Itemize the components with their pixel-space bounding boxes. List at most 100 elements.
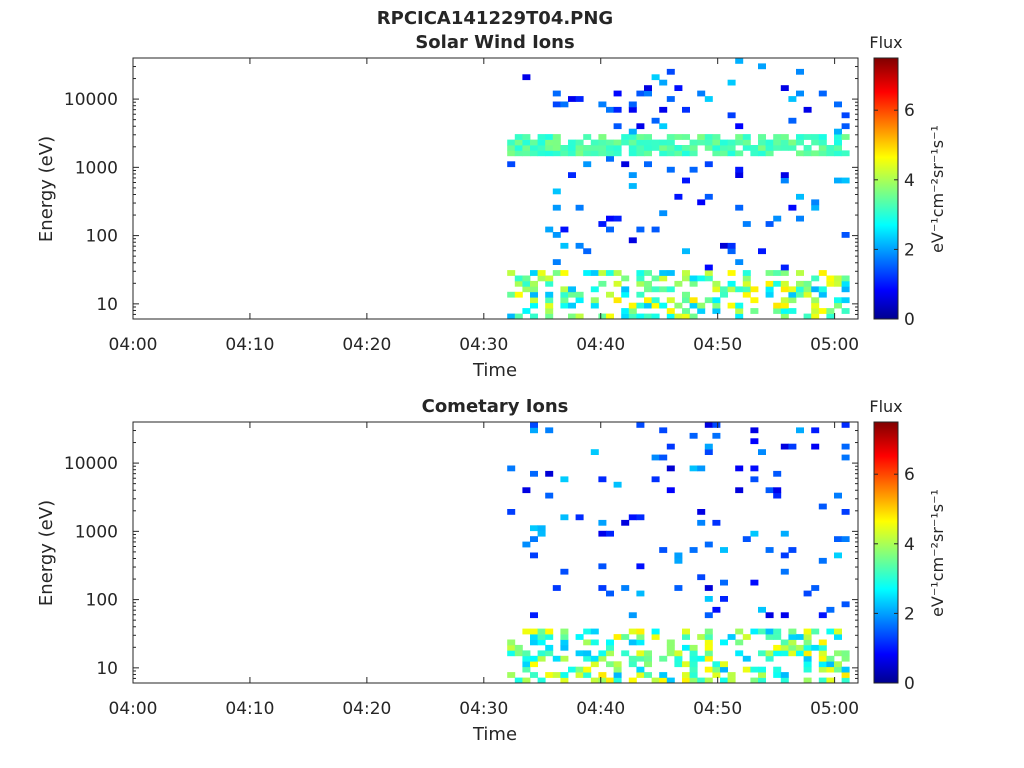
spectrogram-cell — [720, 666, 728, 673]
spectrogram-cell — [826, 145, 835, 151]
spectrogram-cell — [811, 204, 820, 211]
x-tick-label: 04:40 — [576, 699, 625, 719]
spectrogram-cell — [834, 177, 842, 184]
spectrogram-cell — [682, 248, 690, 255]
spectrogram-cell — [811, 199, 820, 206]
spectrogram-cell — [530, 291, 538, 298]
spectrogram-cell — [583, 134, 592, 140]
spectrogram-cell — [773, 634, 782, 640]
spectrogram-cell — [818, 308, 827, 314]
spectrogram-cell — [537, 639, 546, 646]
spectrogram-cell — [666, 68, 675, 75]
spectrogram-cell — [689, 145, 698, 151]
spectrogram-cell — [636, 150, 645, 157]
spectrogram-cell — [545, 280, 554, 287]
spectrogram-cell — [750, 438, 759, 445]
spectrogram-cell — [773, 628, 782, 635]
spectrogram-cell — [773, 672, 782, 678]
y-axis: 10 100 1000 10000 — [64, 421, 858, 684]
spectrogram-cell — [537, 275, 546, 282]
spectrogram-cell — [765, 280, 774, 287]
spectrogram-cell — [537, 134, 546, 140]
spectrogram-cell — [780, 139, 789, 146]
spectrogram-cell — [811, 275, 820, 282]
spectrogram-cell — [560, 655, 569, 662]
spectrogram-cell — [720, 677, 728, 684]
spectrogram-cell — [742, 655, 751, 662]
spectrogram-cell — [568, 150, 576, 157]
x-axis: 04:00 04:10 04:20 04:30 04:40 04:50 05:00 — [109, 58, 859, 355]
spectrogram-cell — [750, 677, 759, 684]
spectrogram-cell — [621, 519, 630, 526]
spectrogram-cell — [560, 644, 569, 651]
spectrogram-cell — [628, 237, 637, 244]
spectrogram-cell — [530, 525, 538, 532]
spectrogram-cell — [545, 297, 554, 304]
spectrogram-cell — [636, 634, 645, 640]
spectrogram-cell — [750, 145, 759, 151]
spectrogram-cell — [514, 280, 523, 287]
spectrogram-cell — [803, 313, 812, 320]
spectrogram-cell — [803, 628, 812, 635]
spectrogram-cell — [598, 655, 607, 662]
spectrogram-cell — [598, 585, 607, 591]
spectrogram-cell — [788, 628, 797, 635]
spectrogram-cell — [765, 139, 774, 146]
spectrogram-cell — [606, 155, 614, 162]
spectrogram-cell — [811, 443, 820, 450]
spectrogram-cell — [834, 275, 842, 282]
spectrogram-cell — [826, 150, 835, 157]
spectrogram-cell — [742, 221, 751, 227]
colorbar — [873, 421, 899, 684]
spectrogram-cell — [841, 454, 850, 461]
spectrogram-cell — [560, 514, 569, 521]
spectrogram-cell — [689, 672, 698, 678]
spectrogram-cell — [818, 557, 827, 564]
spectrogram-cell — [666, 96, 675, 102]
spectrogram-cell — [636, 628, 645, 635]
spectrogram-cell — [735, 172, 744, 178]
spectrogram-cell — [552, 585, 561, 591]
x-tick-label: 04:20 — [342, 335, 391, 355]
spectrogram-cell — [628, 628, 637, 635]
spectrogram-cell — [537, 677, 546, 684]
spectrogram-cell — [606, 644, 614, 651]
spectrogram-cell — [514, 134, 523, 140]
spectrogram-cell — [841, 677, 850, 684]
spectrogram-cell — [758, 672, 766, 678]
spectrogram-cell — [530, 634, 538, 640]
spectrogram-cell — [636, 291, 645, 298]
spectrogram-cell — [606, 650, 614, 657]
spectrogram-cell — [666, 465, 675, 472]
spectrogram-cell — [545, 308, 554, 314]
spectrogram-cell — [765, 286, 774, 293]
spectrogram-cell — [659, 655, 668, 662]
spectrogram-cell — [742, 634, 751, 640]
spectrogram-cell — [507, 650, 516, 657]
spectrogram-cell — [841, 666, 850, 673]
spectrogram-cell — [834, 666, 842, 673]
spectrogram-cell — [834, 661, 842, 668]
spectrogram-cell — [651, 117, 660, 124]
spectrogram-cell — [803, 286, 812, 293]
spectrogram-cell — [590, 270, 599, 276]
spectrogram-cell — [841, 286, 850, 293]
spectrogram-cell — [560, 226, 569, 233]
spectrogram-cell — [530, 672, 538, 678]
spectrogram-cell — [613, 215, 622, 222]
spectrogram-cell — [704, 96, 713, 102]
spectrogram-cell — [765, 221, 774, 227]
spectrogram-cell — [796, 644, 804, 651]
spectrogram-cell — [727, 139, 736, 146]
spectrogram-cell — [727, 302, 736, 309]
colorbar-flux-label: Flux — [869, 33, 902, 52]
spectrogram-cell — [590, 677, 599, 684]
spectrogram-cell — [628, 677, 637, 684]
spectrogram-cell — [758, 248, 766, 255]
spectrogram-cell — [704, 297, 713, 304]
spectrogram-cell — [552, 672, 561, 678]
spectrogram-cell — [659, 150, 668, 157]
spectrogram-cell — [583, 270, 592, 276]
spectrogram-cell — [545, 650, 554, 657]
spectrogram-cell — [735, 650, 744, 657]
